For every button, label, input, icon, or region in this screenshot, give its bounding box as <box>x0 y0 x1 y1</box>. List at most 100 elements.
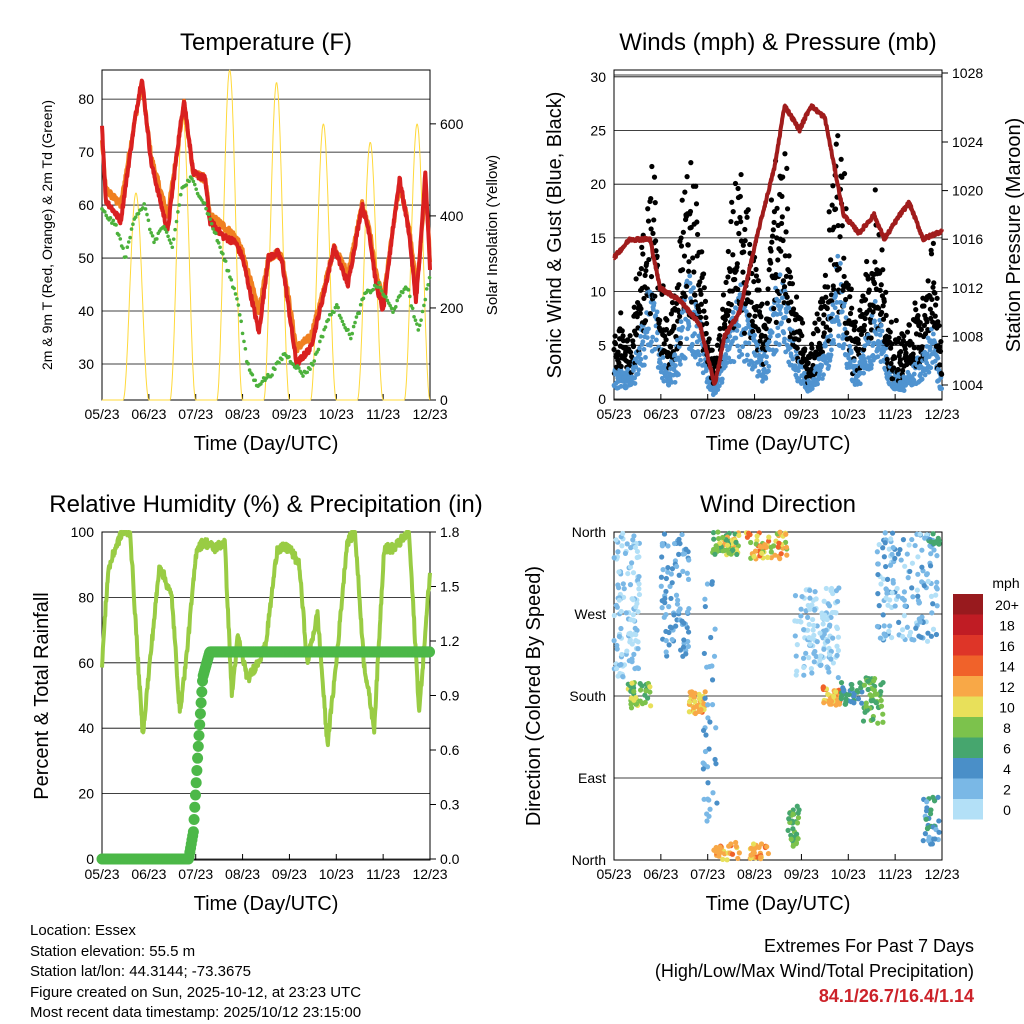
direction-point <box>820 621 826 627</box>
precip-point <box>194 708 206 720</box>
gust-point <box>618 363 624 369</box>
precip-point <box>194 719 206 731</box>
gust-point <box>717 333 723 339</box>
direction-point <box>900 537 907 543</box>
direction-point <box>777 556 783 562</box>
dewpoint-point <box>167 238 172 242</box>
gust-point <box>862 296 869 303</box>
wind-point <box>743 309 749 314</box>
direction-point <box>904 551 910 557</box>
speed-colorbar: mph 20+ 18 16 14 12 10 8 6 4 2 0 <box>953 575 1020 820</box>
direction-point <box>799 593 805 600</box>
extremes-title: Extremes For Past 7 Days <box>763 936 974 956</box>
wind-point <box>784 309 789 315</box>
dewpoint-point <box>320 334 325 339</box>
direction-point <box>662 595 668 602</box>
direction-point <box>902 563 908 569</box>
dewpoint-point <box>253 378 258 383</box>
wind-point <box>745 352 750 358</box>
gust-point <box>937 348 944 354</box>
gust-point <box>651 174 658 180</box>
direction-point <box>859 689 865 695</box>
wind-point <box>760 378 765 384</box>
dewpoint-point <box>150 234 155 238</box>
y-tick-label: 0 <box>86 851 94 867</box>
direction-point <box>864 707 870 713</box>
gust-point <box>679 197 685 203</box>
gust-point <box>881 298 887 305</box>
direction-point <box>865 678 871 684</box>
wind-point <box>744 357 750 363</box>
direction-point <box>881 623 887 629</box>
direction-point <box>700 766 706 772</box>
wind-point <box>678 319 684 325</box>
direction-point <box>746 530 752 536</box>
wind-point <box>927 344 933 350</box>
direction-point <box>810 627 816 633</box>
wind-point <box>847 364 852 370</box>
dewpoint-point <box>329 312 333 317</box>
direction-point <box>665 564 671 571</box>
dewpoint-point <box>176 210 180 214</box>
colorbar-swatch <box>953 655 983 676</box>
latlon-text: Station lat/lon: 44.3144; -73.3675 <box>30 963 252 980</box>
gust-point <box>862 315 868 322</box>
wind-point <box>779 320 784 326</box>
direction-point <box>619 543 625 549</box>
y-tick-label: North <box>572 524 606 540</box>
direction-point <box>823 627 829 633</box>
dewpoint-point <box>111 218 116 223</box>
direction-point <box>876 542 882 548</box>
dewpoint-point <box>423 297 428 302</box>
direction-point <box>798 613 804 619</box>
direction-point <box>817 662 824 669</box>
colorbar-swatch <box>953 737 983 758</box>
gust-point <box>676 282 682 288</box>
precip-point <box>196 686 208 698</box>
direction-point <box>674 601 681 607</box>
gust-point <box>864 258 870 265</box>
direction-point <box>909 560 916 566</box>
gust-point <box>688 299 695 305</box>
gust-point <box>663 337 669 343</box>
x-tick-label: 05/23 <box>596 406 631 422</box>
colorbar-label: 2 <box>1003 782 1011 798</box>
wind-point <box>638 356 644 362</box>
gust-point <box>685 242 691 248</box>
direction-point <box>883 563 889 570</box>
direction-point <box>637 698 643 704</box>
gust-point <box>902 346 908 352</box>
direction-point <box>663 638 669 644</box>
gust-point <box>759 301 765 307</box>
gust-point <box>741 249 747 255</box>
direction-point <box>618 608 624 615</box>
gust-point <box>766 317 773 323</box>
wind-point <box>722 363 728 369</box>
wind-point <box>823 343 828 349</box>
direction-point <box>676 540 682 546</box>
gust-point <box>768 248 774 254</box>
direction-point <box>703 732 709 738</box>
gust-point <box>847 294 853 300</box>
wind-point <box>786 305 792 311</box>
gust-point <box>826 209 832 215</box>
gust-point <box>661 341 667 347</box>
direction-point <box>909 536 915 543</box>
direction-point <box>807 606 813 612</box>
dewpoint-point <box>129 227 134 231</box>
direction-point <box>817 630 823 636</box>
direction-point <box>834 598 841 605</box>
dewpoint-point <box>194 187 198 191</box>
direction-point <box>733 839 739 846</box>
direction-point <box>928 807 934 813</box>
dewpoint-point <box>173 227 177 232</box>
gust-point <box>855 340 862 346</box>
y-axis-label: Sonic Wind & Gust (Blue, Black) <box>544 92 566 379</box>
direction-point <box>636 586 642 592</box>
wind-point <box>918 371 924 377</box>
wind-point <box>672 379 678 385</box>
direction-point <box>825 638 831 644</box>
gust-point <box>939 371 945 377</box>
gust-point <box>657 317 663 323</box>
